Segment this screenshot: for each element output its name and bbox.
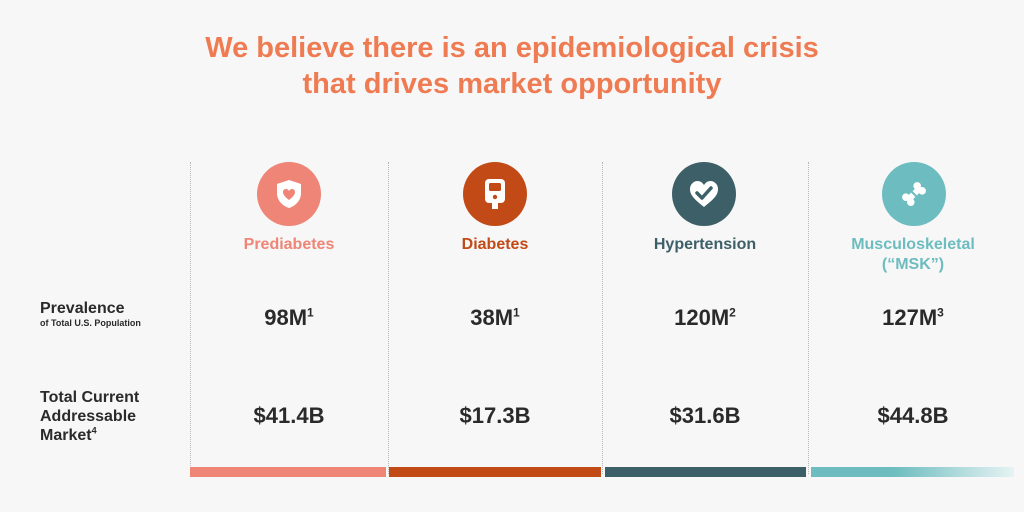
column-prediabetes: Prediabetes 98M1 $41.4B [190,0,388,512]
prevalence-footnote: 2 [729,305,736,320]
column-divider [602,162,603,474]
prevalence-number: 120M [674,305,730,330]
prevalence-value: 120M2 [602,304,808,332]
category-color-bar [389,467,601,477]
shield-heart-icon [257,162,321,226]
category-name-line-1: Hypertension [653,236,757,253]
prevalence-number: 38M [470,305,514,330]
category-name: Hypertension [602,235,808,255]
category-name-line-1: Diabetes [461,236,529,253]
category-name-line-2: (“MSK”) [881,256,945,273]
category-name: Musculoskeletal (“MSK”) [808,235,1018,275]
tam-value: $17.3B [459,403,531,428]
category-name: Diabetes [388,235,602,255]
prevalence-footnote: 1 [307,305,314,320]
prevalence-number: 127M [882,305,938,330]
column-hypertension: Hypertension 120M2 $31.6B [602,0,808,512]
category-name: Prediabetes [190,235,388,255]
page-title: We believe there is an epidemiological c… [0,30,1024,102]
tam-label-line-3: Market [40,427,92,444]
prevalence-row-label: Prevalence of Total U.S. Population [40,299,141,329]
tam-footnote: 4 [91,425,97,436]
tam-value: $41.4B [253,403,325,428]
bone-icon [882,162,946,226]
prevalence-value: 98M1 [190,304,388,332]
tam-value: $44.8B [877,403,949,428]
column-divider [388,162,389,474]
column-divider [808,162,809,474]
category-name-line-1: Musculoskeletal [851,236,975,253]
category-color-bar [190,467,386,477]
heart-check-icon [672,162,736,226]
prevalence-value: 38M1 [388,304,602,332]
prevalence-sublabel: of Total U.S. Population [40,318,141,328]
prevalence-number: 98M [264,305,308,330]
category-color-bar [605,467,806,477]
prevalence-footnote: 1 [513,305,520,320]
column-musculoskeletal: Musculoskeletal (“MSK”) 127M3 $44.8B [808,0,1018,512]
title-line-2: that drives market opportunity [302,68,722,100]
tam-label-line-2: Addressable [40,408,137,425]
column-divider [190,162,191,474]
tam-label-line-1: Total Current [40,389,140,406]
title-line-1: We believe there is an epidemiological c… [205,32,819,64]
tam-row-label: Total Current Addressable Market4 [40,388,180,445]
prevalence-value: 127M3 [808,304,1018,332]
column-diabetes: Diabetes 38M1 $17.3B [388,0,602,512]
category-name-line-1: Prediabetes [243,236,335,253]
prevalence-footnote: 3 [937,305,944,320]
category-color-bar [811,467,1014,477]
prevalence-label: Prevalence [40,300,125,317]
tam-value: $31.6B [669,403,741,428]
glucose-meter-icon [463,162,527,226]
